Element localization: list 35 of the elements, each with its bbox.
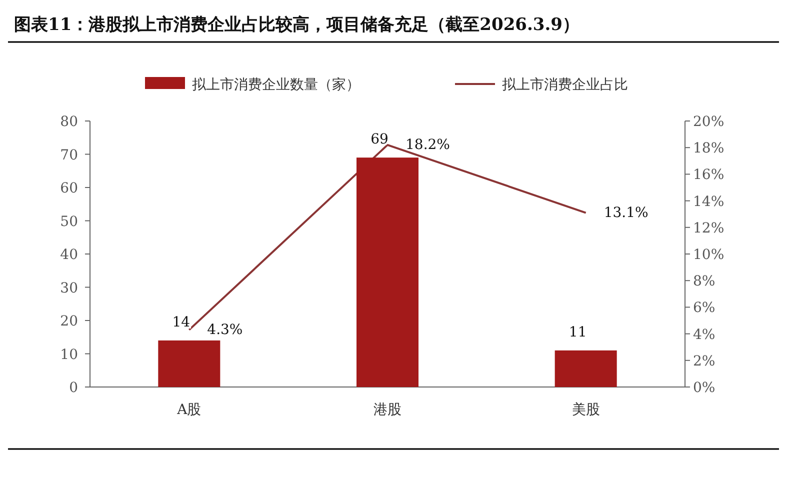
y2-tick-label: 0% (693, 380, 716, 396)
x-tick-label: 美股 (572, 402, 600, 418)
y-tick-label: 70 (60, 147, 78, 164)
x-tick-label: A股 (176, 402, 202, 418)
y-tick-label: 30 (60, 280, 78, 296)
y2-tick-label: 2% (693, 353, 716, 370)
y-tick-label: 40 (60, 247, 78, 263)
y-tick-label: 20 (60, 314, 78, 330)
y2-tick-label: 14% (693, 194, 724, 210)
bar (158, 340, 220, 387)
data-label: 69 (370, 132, 388, 148)
data-label: 13.1% (604, 204, 648, 221)
y2-tick-label: 6% (693, 300, 716, 316)
data-label: 4.3% (207, 322, 243, 338)
y-tick-label: 60 (60, 180, 78, 196)
y-tick-label: 0 (69, 380, 78, 396)
bar (356, 158, 418, 387)
y2-tick-label: 4% (693, 326, 716, 343)
y2-tick-label: 10% (693, 247, 724, 263)
y2-tick-label: 20% (693, 114, 724, 130)
y-tick-label: 50 (60, 214, 78, 230)
y2-tick-label: 8% (693, 274, 716, 290)
data-label: 14 (172, 314, 190, 330)
y2-tick-label: 12% (693, 220, 724, 236)
y-tick-label: 10 (60, 346, 78, 363)
legend-label: 拟上市消费企业占比 (502, 77, 628, 93)
bar (554, 350, 617, 387)
data-label: 18.2% (406, 136, 450, 153)
y2-tick-label: 18% (693, 140, 724, 157)
y-tick-label: 80 (60, 114, 78, 130)
x-tick-label: 港股 (374, 402, 402, 418)
chart-title: 图表11：港股拟上市消费企业占比较高，项目储备充足（截至2026.3.9） (14, 15, 580, 35)
legend-label: 拟上市消费企业数量（家） (192, 77, 360, 93)
y2-tick-label: 16% (693, 167, 724, 184)
data-label: 11 (568, 324, 587, 340)
